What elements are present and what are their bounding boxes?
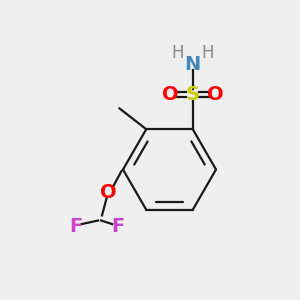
Text: H: H	[201, 44, 213, 62]
Text: S: S	[186, 85, 200, 104]
Text: N: N	[184, 55, 201, 74]
Text: O: O	[162, 85, 178, 104]
Text: O: O	[100, 182, 117, 202]
Text: O: O	[207, 85, 224, 104]
Text: F: F	[111, 217, 124, 236]
Text: H: H	[171, 44, 183, 62]
Text: F: F	[69, 217, 82, 236]
